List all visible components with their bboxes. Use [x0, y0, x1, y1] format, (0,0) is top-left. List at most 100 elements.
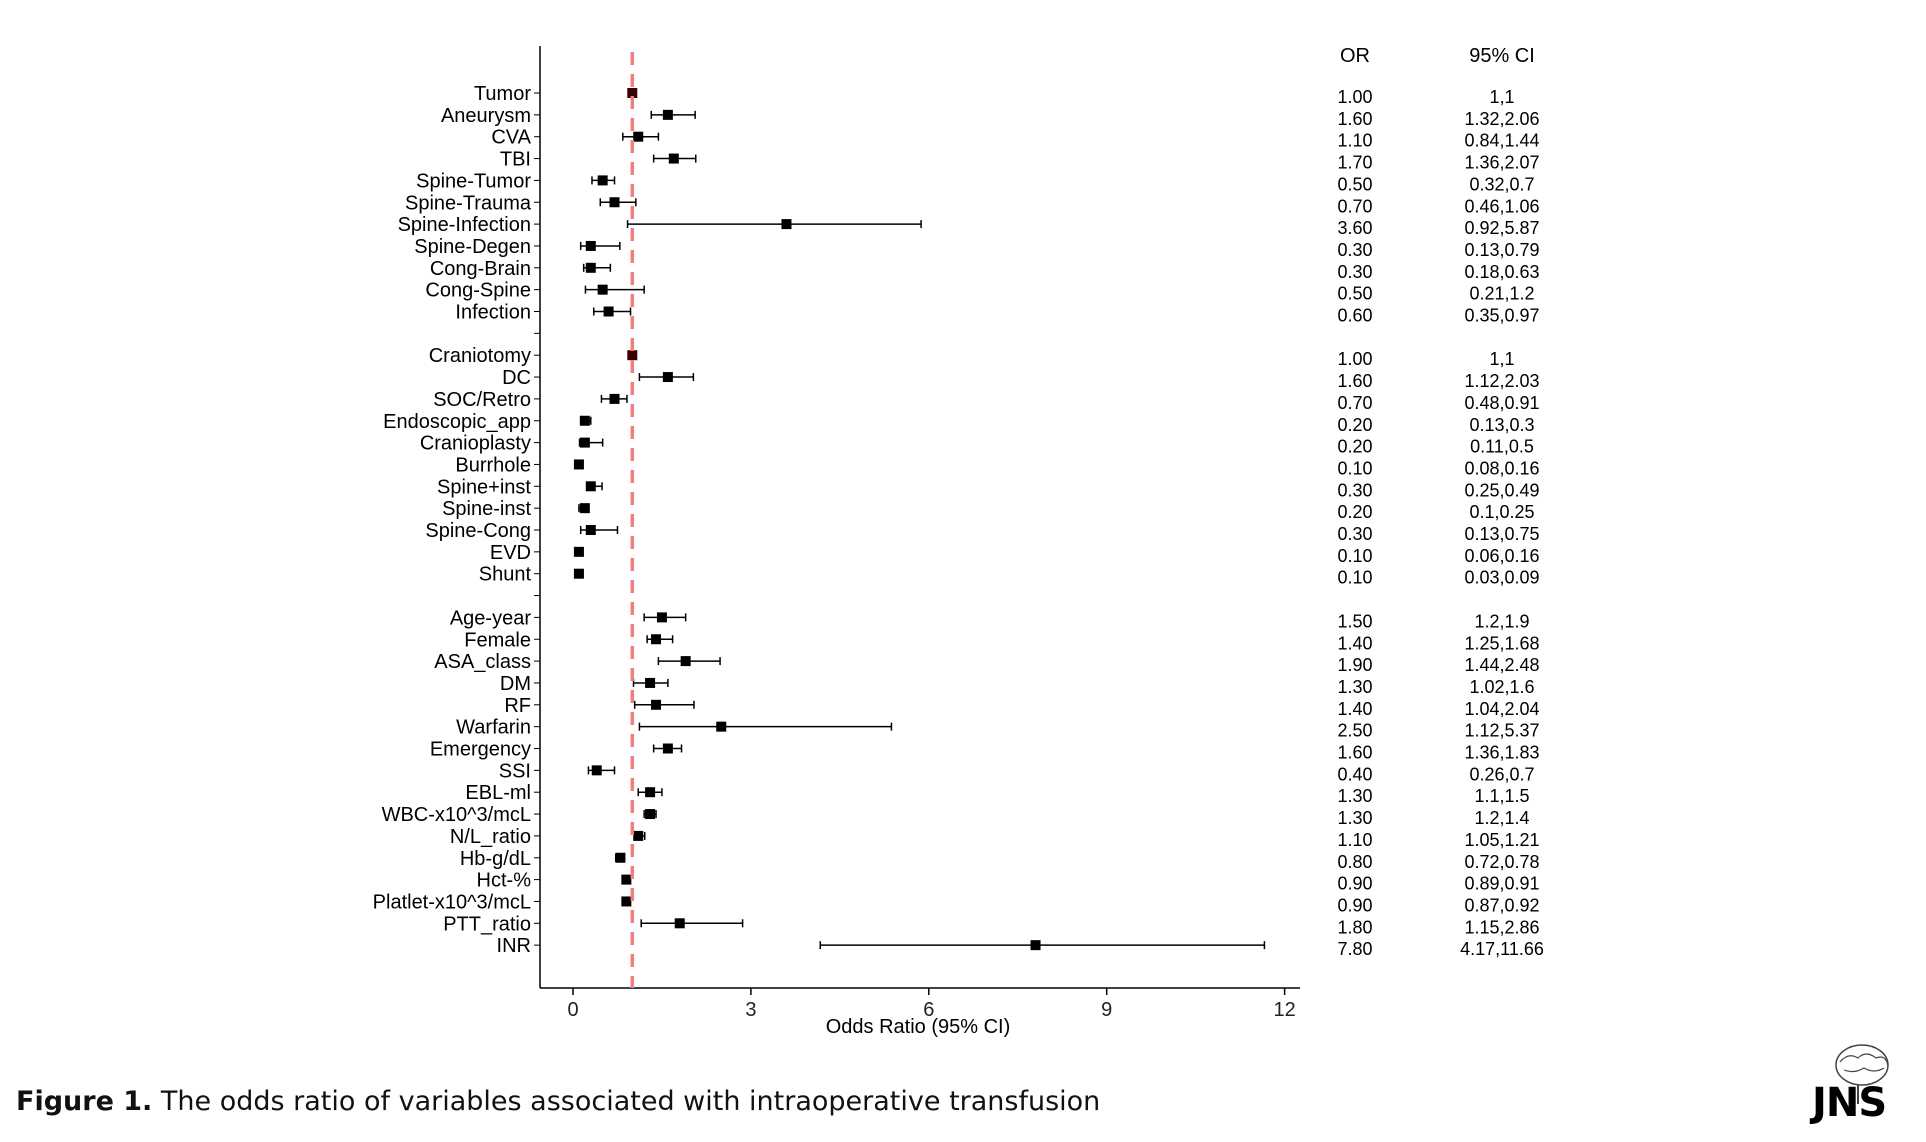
row-label: SSI	[499, 760, 531, 782]
or-point	[674, 918, 685, 929]
row-label: Spine-Degen	[414, 236, 531, 258]
or-value: 0.80	[1337, 852, 1372, 872]
or-point	[662, 109, 673, 120]
row-label: Hct-%	[477, 870, 532, 892]
or-point	[645, 677, 656, 688]
or-point	[585, 525, 596, 535]
ci-value: 1.36,2.07	[1464, 153, 1539, 173]
or-value: 0.20	[1337, 415, 1372, 435]
or-point	[585, 262, 596, 273]
x-tick-label: 0	[567, 999, 578, 1021]
figure-caption-label: Figure 1.	[16, 1086, 153, 1117]
or-column-header: OR	[1340, 45, 1370, 67]
or-point	[573, 459, 584, 470]
row-label: N/L_ratio	[450, 826, 531, 848]
or-value: 1.60	[1337, 743, 1372, 763]
row-label: EBL-ml	[465, 782, 531, 804]
or-point	[603, 306, 614, 317]
ci-value: 0.18,0.63	[1464, 262, 1539, 282]
ci-value: 0.21,1.2	[1469, 284, 1534, 304]
or-point	[781, 219, 792, 230]
row-label: Tumor	[474, 83, 531, 105]
ci-value: 0.89,0.91	[1464, 874, 1539, 894]
x-axis-label: Odds Ratio (95% CI)	[826, 1016, 1011, 1038]
row-label: Female	[464, 629, 531, 651]
figure-caption: Figure 1. The odds ratio of variables as…	[16, 1086, 1100, 1117]
or-value: 0.30	[1337, 524, 1372, 544]
or-value: 1.40	[1337, 633, 1372, 653]
ci-value: 0.13,0.3	[1469, 415, 1534, 435]
row-label: Spine-Cong	[425, 520, 531, 542]
row-label: Burrhole	[455, 454, 531, 476]
ci-value: 0.26,0.7	[1469, 764, 1534, 784]
row-label: Spine-Tumor	[416, 170, 531, 192]
row-label: ASA_class	[434, 651, 531, 673]
row-label: Emergency	[430, 739, 531, 761]
or-value: 1.70	[1337, 153, 1372, 173]
row-label: DC	[502, 367, 531, 389]
ci-value: 1.02,1.6	[1469, 677, 1534, 697]
ci-value: 0.92,5.87	[1464, 218, 1539, 238]
or-value: 0.50	[1337, 284, 1372, 304]
ci-value: 0.35,0.97	[1464, 306, 1539, 326]
ci-value: 0.06,0.16	[1464, 546, 1539, 566]
or-value: 1.80	[1337, 917, 1372, 937]
ci-value: 1.32,2.06	[1464, 109, 1539, 129]
or-point	[651, 634, 662, 645]
or-value: 0.90	[1337, 895, 1372, 915]
or-value: 1.30	[1337, 786, 1372, 806]
or-point	[668, 153, 679, 164]
or-point	[651, 699, 662, 710]
or-value: 1.30	[1337, 677, 1372, 697]
ci-value: 0.32,0.7	[1469, 174, 1534, 194]
ci-column-header: 95% CI	[1469, 45, 1535, 67]
or-point	[645, 787, 656, 798]
row-label: Shunt	[479, 564, 532, 586]
or-value: 0.30	[1337, 480, 1372, 500]
row-label: Spine+inst	[437, 476, 531, 498]
ci-value: 0.13,0.79	[1464, 240, 1539, 260]
figure-caption-text: The odds ratio of variables associated w…	[152, 1086, 1101, 1117]
or-value: 0.20	[1337, 437, 1372, 457]
ci-value: 1.1,1.5	[1474, 786, 1529, 806]
or-point	[597, 175, 608, 186]
or-value: 0.40	[1337, 764, 1372, 784]
ci-value: 4.17,11.66	[1460, 939, 1544, 959]
or-point	[621, 896, 632, 907]
ci-value: 1,1	[1489, 349, 1514, 369]
row-label: Spine-inst	[442, 498, 531, 520]
or-value: 0.10	[1337, 458, 1372, 478]
row-label: Aneurysm	[441, 105, 531, 127]
ci-value: 1.04,2.04	[1464, 699, 1539, 719]
or-point	[645, 809, 656, 820]
x-tick-label: 6	[923, 999, 934, 1021]
or-point	[662, 743, 673, 754]
ci-value: 1.36,1.83	[1464, 743, 1539, 763]
or-value: 1.00	[1337, 87, 1372, 107]
or-value: 1.50	[1337, 611, 1372, 631]
row-label: WBC-x10^3/mcL	[382, 804, 531, 826]
ci-value: 1.44,2.48	[1464, 655, 1539, 675]
or-value: 2.50	[1337, 721, 1372, 741]
or-point	[609, 393, 620, 404]
ci-value: 0.87,0.92	[1464, 895, 1539, 915]
or-value: 7.80	[1337, 939, 1372, 959]
x-tick-label: 9	[1101, 999, 1112, 1021]
or-value: 0.30	[1337, 262, 1372, 282]
row-label: Spine-Infection	[398, 214, 531, 236]
or-value: 3.60	[1337, 218, 1372, 238]
row-label: Craniotomy	[429, 345, 531, 367]
or-point	[579, 415, 590, 426]
or-value: 1.10	[1337, 830, 1372, 850]
row-label: SOC/Retro	[433, 389, 531, 411]
or-value: 1.90	[1337, 655, 1372, 675]
ci-value: 1.12,2.03	[1464, 371, 1539, 391]
row-label: DM	[500, 673, 531, 695]
ci-value: 0.1,0.25	[1469, 502, 1534, 522]
ci-value: 1.2,1.9	[1474, 611, 1529, 631]
or-point	[627, 350, 638, 361]
or-value: 1.10	[1337, 131, 1372, 151]
row-label: Endoscopic_app	[383, 411, 531, 433]
journal-logo-icon	[1835, 1044, 1889, 1104]
or-point	[615, 852, 626, 863]
